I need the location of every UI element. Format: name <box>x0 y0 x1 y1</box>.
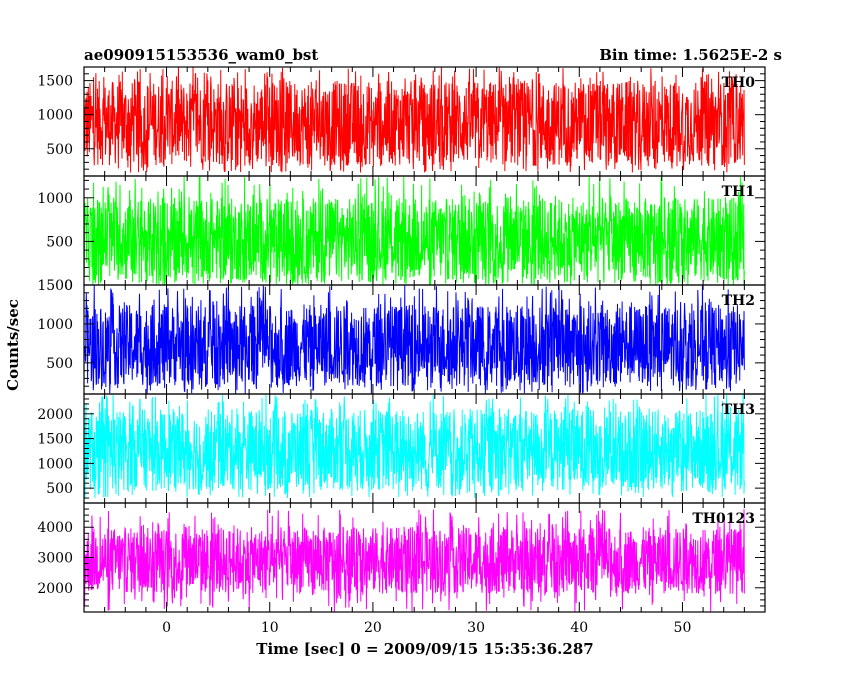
y-tick-label: 1000 <box>37 456 73 472</box>
x-tick-label: 40 <box>570 620 588 636</box>
x-tick-label: 0 <box>162 620 171 636</box>
panel-th2: 500 1000 1500 TH2 <box>37 278 766 395</box>
x-tick-label: 10 <box>261 620 279 636</box>
y-tick-label: 1000 <box>37 191 73 207</box>
y-tick-label: 0 <box>64 278 73 294</box>
series-label: TH0123 <box>692 511 755 527</box>
panel-th1: 0 500 1000 TH1 <box>37 175 766 294</box>
series-label: TH1 <box>722 184 755 200</box>
x-tick-label: 20 <box>364 620 382 636</box>
y-tick-label: 500 <box>46 481 73 497</box>
panel-th3: 500 1000 1500 2000 TH3 <box>37 393 766 504</box>
series-line-th0123 <box>83 509 745 612</box>
x-axis-label: Time [sec] 0 = 2009/09/15 15:35:36.287 <box>256 640 593 658</box>
panel-th0: 500 1000 1500 TH0 <box>37 66 766 177</box>
series-line-th1 <box>83 176 745 286</box>
y-tick-label: 1500 <box>37 278 73 294</box>
y-tick-label: 500 <box>46 234 73 250</box>
series-line-th2 <box>83 285 745 395</box>
series-line-th3 <box>83 394 745 499</box>
y-tick-label: 1500 <box>37 74 73 90</box>
y-tick-label: 500 <box>46 142 73 158</box>
y-tick-label: 3000 <box>37 551 73 567</box>
y-tick-label: 4000 <box>37 520 73 536</box>
x-tick-label: 50 <box>674 620 692 636</box>
panel-th0123: 2000 3000 4000 TH0123 <box>37 502 766 613</box>
bin-time-label: Bin time: 1.5625E-2 s <box>599 46 782 64</box>
series-label: TH0 <box>722 75 756 91</box>
y-tick-label: 2000 <box>37 407 73 423</box>
y-tick-label: 500 <box>46 356 73 372</box>
series-line-th0 <box>83 67 745 173</box>
y-axis-label: Counts/sec <box>4 299 22 391</box>
series-label: TH2 <box>722 293 755 309</box>
figure-title: ae090915153536_wam0_bst <box>84 46 318 64</box>
y-tick-label: 1000 <box>37 317 73 333</box>
y-tick-label: 2000 <box>37 581 73 597</box>
x-tick-label: 30 <box>467 620 485 636</box>
y-tick-label: 1500 <box>37 432 73 448</box>
series-label: TH3 <box>722 402 755 418</box>
y-tick-label: 1000 <box>37 108 73 124</box>
